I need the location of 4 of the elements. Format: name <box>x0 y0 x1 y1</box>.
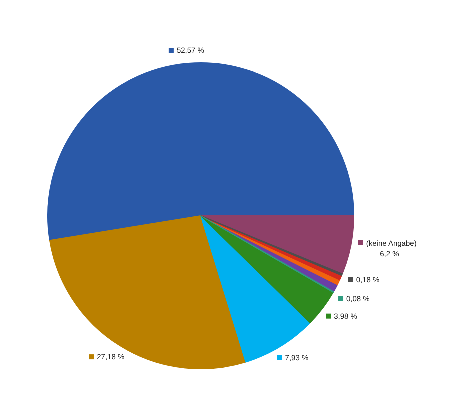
pie-slice <box>200 216 311 363</box>
pie-slice <box>48 62 354 242</box>
pie-slice <box>49 216 246 370</box>
pie-slice <box>200 216 334 324</box>
